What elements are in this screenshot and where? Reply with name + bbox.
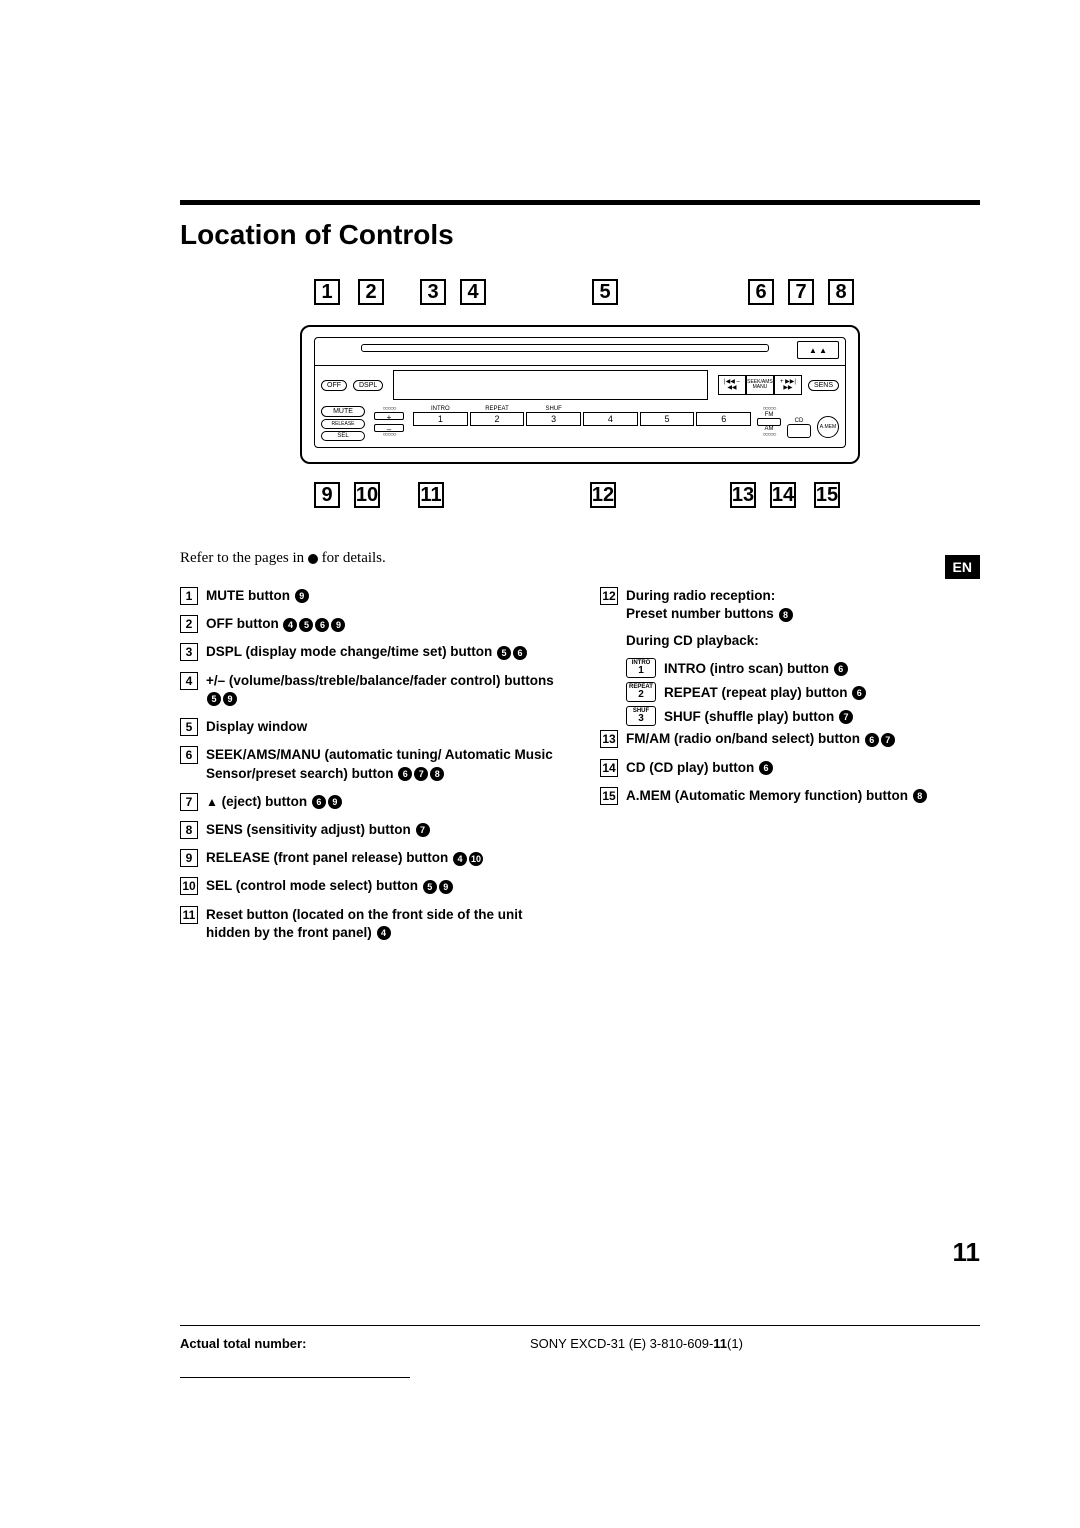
item-12: 12During radio reception:Preset number b… <box>600 587 980 623</box>
callout-6: 6 <box>748 279 774 305</box>
seek-buttons: |◀◀ –◀◀ SEEK/AMSMANU + ▶▶|▶▶ <box>718 375 802 395</box>
callout-5: 5 <box>592 279 618 305</box>
preset-3: 3 <box>526 412 581 426</box>
release-button: RELEASE <box>321 419 365 429</box>
callout-12: 12 <box>590 482 616 508</box>
item-13: 13FM/AM (radio on/band select) button 67 <box>600 730 980 748</box>
item-12-shuf: SHUF3SHUF (shuffle play) button 7 <box>626 706 980 726</box>
item-7: 7▲ (eject) button 69 <box>180 793 560 811</box>
item-1: 1MUTE button 9 <box>180 587 560 605</box>
preset-buttons: INTRO REPEAT SHUF 123456 <box>413 406 751 426</box>
callout-10: 10 <box>354 482 380 508</box>
item-6: 6SEEK/AMS/MANU (automatic tuning/ Automa… <box>180 746 560 782</box>
eject-button-top: ▲ ▲ <box>797 341 839 359</box>
model-code: SONY EXCD-31 (E) 3-810-609-11(1) <box>530 1336 980 1378</box>
item-12-repeat: REPEAT2REPEAT (repeat play) button 6 <box>626 682 980 702</box>
item-12-cd-head: During CD playback: <box>626 633 980 648</box>
cd-slot <box>361 344 769 352</box>
actual-total-number: Actual total number: <box>180 1336 410 1378</box>
page-title: Location of Controls <box>180 219 980 251</box>
preset-4: 4 <box>583 412 638 426</box>
item-14: 14CD (CD play) button 6 <box>600 759 980 777</box>
page-footer: Actual total number: SONY EXCD-31 (E) 3-… <box>180 1325 980 1378</box>
left-column: 1MUTE button 9 2OFF button 4569 3DSPL (dis… <box>180 587 560 952</box>
plus-minus-buttons: ○○○○○ + – ○○○○○ <box>371 406 407 438</box>
item-2: 2OFF button 4569 <box>180 615 560 633</box>
preset-6: 6 <box>696 412 751 426</box>
fm-am-button: ○○○○○ FM AM ○○○○○ <box>757 406 781 438</box>
mute-button: MUTE <box>321 406 365 417</box>
callout-8: 8 <box>828 279 854 305</box>
description-columns: 1MUTE button 9 2OFF button 4569 3DSPL (dis… <box>180 587 980 952</box>
item-11: 11Reset button (located on the front sid… <box>180 906 560 942</box>
device-outline: ▲ ▲ OFF DSPL |◀◀ –◀◀ SEEK/AMSMANU + ▶▶|▶… <box>300 325 860 464</box>
callout-15: 15 <box>814 482 840 508</box>
callout-7: 7 <box>788 279 814 305</box>
callout-11: 11 <box>418 482 444 508</box>
item-15: 15A.MEM (Automatic Memory function) butt… <box>600 787 980 805</box>
callout-4: 4 <box>460 279 486 305</box>
page-number: 11 <box>953 1237 981 1268</box>
item-9: 9RELEASE (front panel release) button 41… <box>180 849 560 867</box>
item-4: 4+/– (volume/bass/treble/balance/fader c… <box>180 672 560 708</box>
item-12-intro: INTRO1INTRO (intro scan) button 6 <box>626 658 980 678</box>
callout-14: 14 <box>770 482 796 508</box>
cd-button: CD <box>787 418 811 438</box>
amem-button: A.MEM <box>817 416 839 438</box>
language-badge: EN <box>945 555 980 579</box>
callout-9: 9 <box>314 482 340 508</box>
off-button: OFF <box>321 380 347 391</box>
preset-2: 2 <box>470 412 525 426</box>
item-10: 10SEL (control mode select) button 59 <box>180 877 560 895</box>
sel-button: SEL <box>321 431 365 441</box>
item-8: 8SENS (sensitivity adjust) button 7 <box>180 821 560 839</box>
right-column: 12During radio reception:Preset number b… <box>600 587 980 952</box>
item-3: 3DSPL (display mode change/time set) but… <box>180 643 560 661</box>
intro-text: Refer to the pages in for details. <box>180 550 980 567</box>
callouts-bottom: 9 10 11 12 13 14 15 <box>300 482 860 510</box>
callouts-top: 12345678 <box>300 279 860 307</box>
callout-2: 2 <box>358 279 384 305</box>
callout-13: 13 <box>730 482 756 508</box>
preset-5: 5 <box>640 412 695 426</box>
dspl-button: DSPL <box>353 380 383 391</box>
control-diagram: 12345678 ▲ ▲ OFF DSPL |◀◀ –◀◀ SEEK/AMSMA… <box>180 279 980 510</box>
item-5: 5Display window <box>180 718 560 736</box>
callout-1: 1 <box>314 279 340 305</box>
callout-3: 3 <box>420 279 446 305</box>
preset-1: 1 <box>413 412 468 426</box>
section-rule <box>180 200 980 205</box>
sens-button: SENS <box>808 380 839 391</box>
display-window <box>393 370 708 400</box>
